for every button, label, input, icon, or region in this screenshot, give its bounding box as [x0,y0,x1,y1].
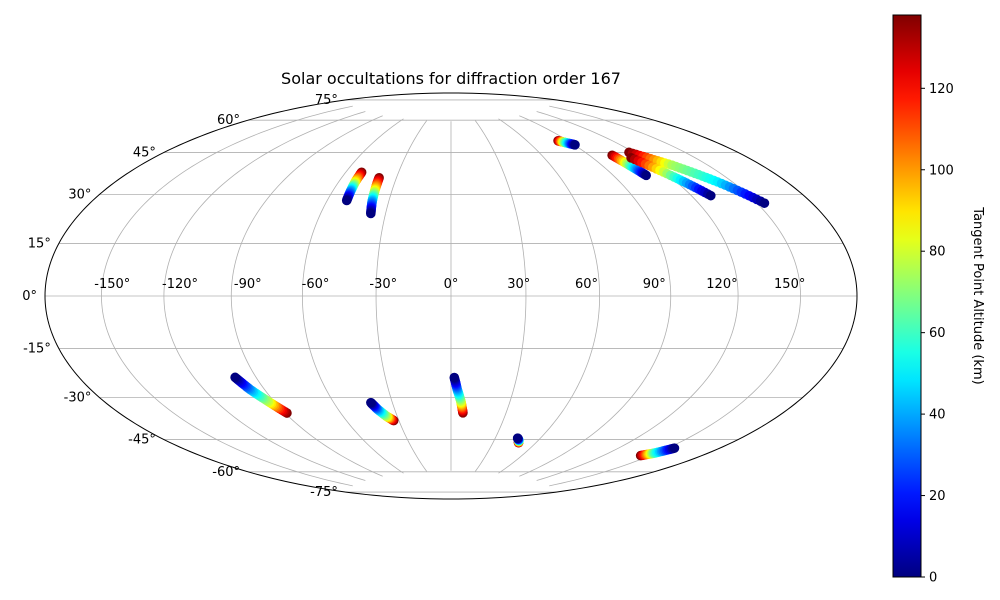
longitude-tick-label: 150° [774,277,805,292]
colorbar-ticks: 0 20 40 60 80 100 120 [921,82,954,586]
occultation-track [230,372,292,418]
occultation-track [449,372,468,418]
latitude-tick-label: -45° [128,433,156,448]
data-point [230,372,240,383]
occultation-track [341,167,367,206]
colorbar-label: Tangent Point Altitude (km) [970,206,985,384]
longitude-tick-label: 90° [643,277,666,292]
longitude-tick-label: 30° [507,277,530,292]
latitude-tick-label: 0° [22,289,37,304]
latitude-tick-label: 15° [28,236,51,251]
data-point [365,208,376,219]
latitude-tick-label: -60° [212,465,240,480]
colorbar-tick-label: 40 [929,408,946,423]
longitude-tick-label: 120° [706,277,737,292]
occultation-track [366,397,399,426]
latitude-tick-label: 30° [68,188,91,203]
latitude-tick-label: 45° [133,145,156,160]
data-point [341,195,352,206]
data-point [570,140,580,150]
data-point [759,198,770,208]
latitude-tick-label: 60° [217,113,240,128]
data-point [705,190,716,201]
longitude-tick-label: -30° [369,277,397,292]
chart-title: Solar occultations for diffraction order… [281,69,621,88]
colorbar-tick-label: 100 [929,163,954,178]
occultation-track [512,433,524,448]
occultation-track [553,135,580,150]
latitude-tick-labels: 75° 60° 45° 30° 15° 0° -15° -30° -45° -60° -75° [22,93,338,500]
occultation-track [365,173,384,219]
colorbar [892,14,922,578]
data-point [366,397,376,408]
longitude-tick-label: -150° [94,277,130,292]
data-point [669,443,680,453]
data-point [512,433,523,443]
longitude-tick-label: 60° [575,277,598,292]
colorbar-tick-label: 80 [929,245,946,260]
longitude-tick-label: -60° [302,277,330,292]
longitude-tick-label: -90° [234,277,262,292]
colorbar-tick-label: 120 [929,82,954,97]
occultation-track [607,150,652,181]
latitude-tick-label: -75° [310,485,338,500]
longitude-tick-label: -120° [162,277,198,292]
longitude-tick-label: 0° [444,277,459,292]
graticule [45,99,857,493]
latitude-tick-label: -30° [64,391,92,406]
occultation-track [635,443,680,461]
latitude-tick-label: -15° [23,342,51,357]
data-point [641,170,652,181]
longitude-tick-labels: -150° -120° -90° -60° -30° 0° 30° 60° 90° 120° 150… [94,277,805,292]
occultation-tracks [230,135,770,461]
occultation-track [624,147,770,208]
occultation-track [626,153,716,201]
colorbar-tick-label: 60 [929,326,946,341]
colorbar-tick-label: 20 [929,489,946,504]
colorbar-tick-label: 0 [929,571,937,586]
map-boundary [44,92,858,500]
latitude-tick-label: 75° [315,93,338,108]
data-point [449,372,460,383]
